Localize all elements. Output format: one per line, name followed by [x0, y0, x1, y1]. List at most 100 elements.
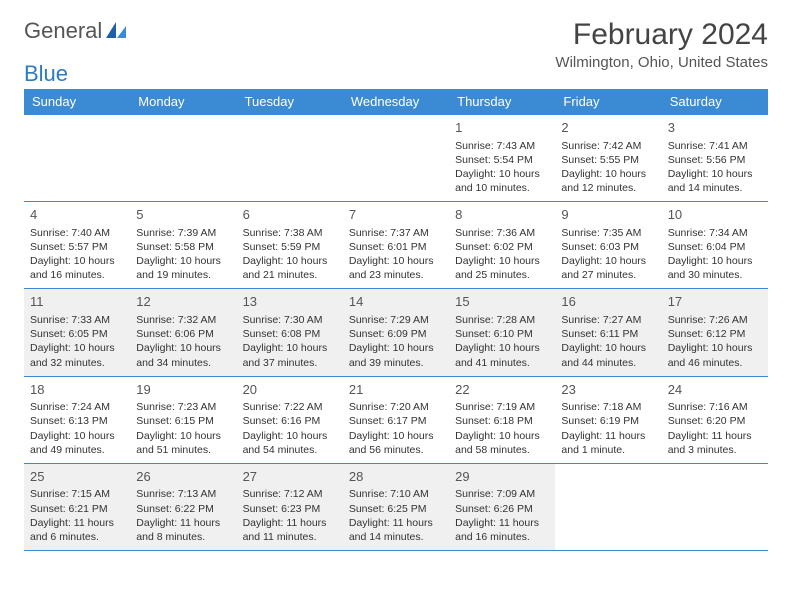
day-number: 10 — [668, 206, 762, 224]
day-number: 8 — [455, 206, 549, 224]
daylight-text: Daylight: 10 hours and 49 minutes. — [30, 429, 124, 457]
day-number: 18 — [30, 381, 124, 399]
day-cell: 19Sunrise: 7:23 AMSunset: 6:15 PMDayligh… — [130, 376, 236, 463]
logo-sail-icon — [106, 22, 128, 40]
day-number: 24 — [668, 381, 762, 399]
sunset-text: Sunset: 6:15 PM — [136, 414, 230, 428]
daylight-text: Daylight: 10 hours and 39 minutes. — [349, 341, 443, 369]
daylight-text: Daylight: 10 hours and 16 minutes. — [30, 254, 124, 282]
day-cell: 24Sunrise: 7:16 AMSunset: 6:20 PMDayligh… — [662, 376, 768, 463]
day-cell: 3Sunrise: 7:41 AMSunset: 5:56 PMDaylight… — [662, 115, 768, 202]
day-number: 17 — [668, 293, 762, 311]
day-number: 13 — [243, 293, 337, 311]
day-number: 16 — [561, 293, 655, 311]
day-number: 27 — [243, 468, 337, 486]
sunrise-text: Sunrise: 7:42 AM — [561, 139, 655, 153]
daylight-text: Daylight: 10 hours and 14 minutes. — [668, 167, 762, 195]
day-number: 29 — [455, 468, 549, 486]
logo-text-a: General — [24, 18, 102, 44]
daylight-text: Daylight: 10 hours and 25 minutes. — [455, 254, 549, 282]
day-number: 4 — [30, 206, 124, 224]
calendar-week: 11Sunrise: 7:33 AMSunset: 6:05 PMDayligh… — [24, 289, 768, 376]
calendar-head: SundayMondayTuesdayWednesdayThursdayFrid… — [24, 89, 768, 115]
daylight-text: Daylight: 10 hours and 10 minutes. — [455, 167, 549, 195]
day-cell: 11Sunrise: 7:33 AMSunset: 6:05 PMDayligh… — [24, 289, 130, 376]
sunset-text: Sunset: 5:56 PM — [668, 153, 762, 167]
day-number: 28 — [349, 468, 443, 486]
sunrise-text: Sunrise: 7:19 AM — [455, 400, 549, 414]
sunset-text: Sunset: 5:58 PM — [136, 240, 230, 254]
empty-cell — [343, 115, 449, 202]
day-number: 11 — [30, 293, 124, 311]
daylight-text: Daylight: 10 hours and 51 minutes. — [136, 429, 230, 457]
day-number: 20 — [243, 381, 337, 399]
day-number: 15 — [455, 293, 549, 311]
day-cell: 1 Sunrise: 7:43 AMSunset: 5:54 PMDaylight… — [449, 115, 555, 202]
sunrise-text: Sunrise: 7:41 AM — [668, 139, 762, 153]
day-cell: 7Sunrise: 7:37 AMSunset: 6:01 PMDaylight… — [343, 202, 449, 289]
day-number: 1 — [455, 119, 549, 137]
sunset-text: Sunset: 6:10 PM — [455, 327, 549, 341]
daylight-text: Daylight: 11 hours and 8 minutes. — [136, 516, 230, 544]
daylight-text: Daylight: 10 hours and 32 minutes. — [30, 341, 124, 369]
sunrise-text: Sunrise: 7:43 AM — [455, 139, 549, 153]
daylight-text: Daylight: 10 hours and 30 minutes. — [668, 254, 762, 282]
sunset-text: Sunset: 5:54 PM — [455, 153, 549, 167]
sunrise-text: Sunrise: 7:26 AM — [668, 313, 762, 327]
sunrise-text: Sunrise: 7:36 AM — [455, 226, 549, 240]
sunset-text: Sunset: 6:08 PM — [243, 327, 337, 341]
day-number: 5 — [136, 206, 230, 224]
sunset-text: Sunset: 6:18 PM — [455, 414, 549, 428]
day-header: Wednesday — [343, 89, 449, 115]
day-cell: 4Sunrise: 7:40 AMSunset: 5:57 PMDaylight… — [24, 202, 130, 289]
sunrise-text: Sunrise: 7:27 AM — [561, 313, 655, 327]
sunset-text: Sunset: 6:04 PM — [668, 240, 762, 254]
day-number: 21 — [349, 381, 443, 399]
day-cell: 27Sunrise: 7:12 AMSunset: 6:23 PMDayligh… — [237, 463, 343, 550]
day-number: 9 — [561, 206, 655, 224]
sunset-text: Sunset: 6:17 PM — [349, 414, 443, 428]
day-cell: 15 Sunrise: 7:28 AMSunset: 6:10 PMDayligh… — [449, 289, 555, 376]
daylight-text: Daylight: 10 hours and 44 minutes. — [561, 341, 655, 369]
sunrise-text: Sunrise: 7:24 AM — [30, 400, 124, 414]
sunrise-text: Sunrise: 7:32 AM — [136, 313, 230, 327]
calendar-week: 25Sunrise: 7:15 AMSunset: 6:21 PMDayligh… — [24, 463, 768, 550]
sunset-text: Sunset: 6:01 PM — [349, 240, 443, 254]
sunset-text: Sunset: 6:12 PM — [668, 327, 762, 341]
sunrise-text: Sunrise: 7:28 AM — [455, 313, 549, 327]
empty-cell — [662, 463, 768, 550]
sunrise-text: Sunrise: 7:09 AM — [455, 487, 549, 501]
day-header-row: SundayMondayTuesdayWednesdayThursdayFrid… — [24, 89, 768, 115]
day-header: Saturday — [662, 89, 768, 115]
daylight-text: Daylight: 11 hours and 11 minutes. — [243, 516, 337, 544]
day-cell: 25Sunrise: 7:15 AMSunset: 6:21 PMDayligh… — [24, 463, 130, 550]
sunset-text: Sunset: 5:57 PM — [30, 240, 124, 254]
day-cell: 5Sunrise: 7:39 AMSunset: 5:58 PMDaylight… — [130, 202, 236, 289]
day-cell: 29Sunrise: 7:09 AMSunset: 6:26 PMDayligh… — [449, 463, 555, 550]
empty-cell — [555, 463, 661, 550]
sunset-text: Sunset: 6:09 PM — [349, 327, 443, 341]
sunrise-text: Sunrise: 7:20 AM — [349, 400, 443, 414]
sunset-text: Sunset: 5:59 PM — [243, 240, 337, 254]
day-number: 12 — [136, 293, 230, 311]
sunrise-text: Sunrise: 7:34 AM — [668, 226, 762, 240]
daylight-text: Daylight: 10 hours and 27 minutes. — [561, 254, 655, 282]
sunrise-text: Sunrise: 7:10 AM — [349, 487, 443, 501]
daylight-text: Daylight: 11 hours and 14 minutes. — [349, 516, 443, 544]
calendar-week: 4Sunrise: 7:40 AMSunset: 5:57 PMDaylight… — [24, 202, 768, 289]
day-cell: 22Sunrise: 7:19 AMSunset: 6:18 PMDayligh… — [449, 376, 555, 463]
day-number: 25 — [30, 468, 124, 486]
sunset-text: Sunset: 6:23 PM — [243, 502, 337, 516]
daylight-text: Daylight: 10 hours and 41 minutes. — [455, 341, 549, 369]
day-cell: 10 Sunrise: 7:34 AMSunset: 6:04 PMDayligh… — [662, 202, 768, 289]
daylight-text: Daylight: 11 hours and 3 minutes. — [668, 429, 762, 457]
day-cell: 21Sunrise: 7:20 AMSunset: 6:17 PMDayligh… — [343, 376, 449, 463]
daylight-text: Daylight: 10 hours and 37 minutes. — [243, 341, 337, 369]
sunset-text: Sunset: 6:20 PM — [668, 414, 762, 428]
day-cell: 16Sunrise: 7:27 AMSunset: 6:11 PMDayligh… — [555, 289, 661, 376]
daylight-text: Daylight: 10 hours and 21 minutes. — [243, 254, 337, 282]
sunset-text: Sunset: 6:26 PM — [455, 502, 549, 516]
sunset-text: Sunset: 6:06 PM — [136, 327, 230, 341]
daylight-text: Daylight: 10 hours and 54 minutes. — [243, 429, 337, 457]
empty-cell — [24, 115, 130, 202]
